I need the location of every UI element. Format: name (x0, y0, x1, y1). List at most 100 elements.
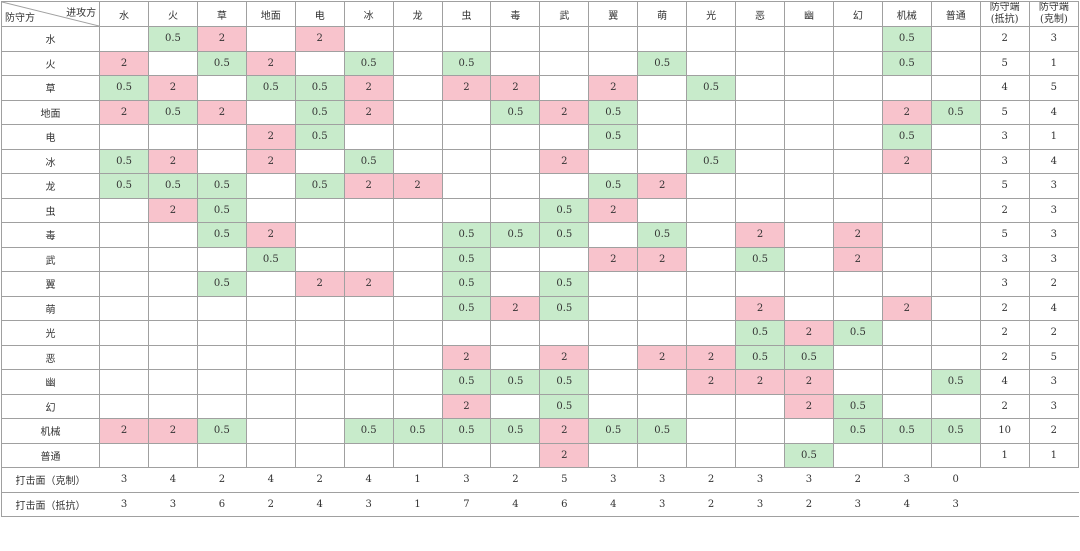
effectiveness-cell (686, 295, 737, 321)
effectiveness-cell (343, 393, 394, 419)
effectiveness-cell (245, 295, 296, 321)
effectiveness-cell (832, 75, 883, 101)
effectiveness-cell (588, 148, 639, 174)
effectiveness-cell (588, 344, 639, 370)
row-header: 翼 (0, 271, 101, 297)
effectiveness-cell: 0.5 (490, 418, 541, 444)
effectiveness-cell: 2 (343, 271, 394, 297)
effectiveness-cell (441, 124, 492, 150)
effectiveness-cell (148, 369, 198, 395)
coverage-count: 2 (686, 467, 736, 493)
coverage-count: 2 (197, 467, 247, 493)
effectiveness-cell (930, 197, 981, 223)
effectiveness-cell (881, 442, 932, 468)
effectiveness-cell (735, 50, 785, 76)
effectiveness-cell: 0.5 (490, 99, 541, 125)
effectiveness-cell (832, 26, 883, 52)
effectiveness-cell (637, 124, 688, 150)
defense-resist-count: 2 (979, 295, 1030, 321)
effectiveness-cell (783, 197, 834, 223)
effectiveness-cell (245, 197, 296, 223)
effectiveness-cell (294, 393, 345, 419)
effectiveness-cell (392, 26, 443, 52)
effectiveness-cell (881, 173, 932, 199)
effectiveness-cell (930, 26, 981, 52)
effectiveness-cell: 2 (148, 148, 198, 174)
effectiveness-cell: 2 (343, 173, 394, 199)
effectiveness-cell: 0.5 (686, 148, 737, 174)
effectiveness-cell: 0.5 (539, 393, 590, 419)
coverage-count: 3 (637, 467, 687, 493)
effectiveness-cell: 2 (99, 418, 149, 444)
effectiveness-cell: 0.5 (441, 222, 492, 248)
coverage-count: 3 (99, 491, 149, 517)
defense-weak-count: 3 (1028, 197, 1080, 223)
effectiveness-cell (637, 320, 688, 346)
row-header: 草 (0, 75, 101, 101)
table-row: 电 2 0.5 0.5 0.5 3 1 (0, 124, 1080, 150)
effectiveness-cell (783, 50, 834, 76)
defense-weak-count: 4 (1028, 295, 1080, 321)
effectiveness-cell (343, 295, 394, 321)
effectiveness-cell (392, 148, 443, 174)
defense-resist-count: 3 (979, 246, 1030, 272)
effectiveness-cell: 0.5 (783, 442, 834, 468)
column-header: 机械 (881, 1, 932, 27)
effectiveness-cell: 2 (783, 320, 834, 346)
effectiveness-cell (783, 148, 834, 174)
effectiveness-cell (832, 197, 883, 223)
effectiveness-cell: 2 (881, 295, 932, 321)
empty-cell (980, 491, 1030, 517)
defense-weak-count: 3 (1028, 369, 1080, 395)
effectiveness-cell: 0.5 (196, 50, 247, 76)
effectiveness-cell: 2 (539, 442, 590, 468)
effectiveness-cell (294, 222, 345, 248)
effectiveness-cell (686, 26, 737, 52)
effectiveness-cell (930, 222, 981, 248)
effectiveness-cell: 2 (735, 295, 785, 321)
effectiveness-cell (343, 222, 394, 248)
row-header: 电 (0, 124, 101, 150)
effectiveness-cell (930, 320, 981, 346)
effectiveness-cell (686, 50, 737, 76)
effectiveness-cell (392, 124, 443, 150)
effectiveness-cell (588, 442, 639, 468)
effectiveness-cell (99, 124, 149, 150)
effectiveness-cell (686, 197, 737, 223)
coverage-count: 2 (784, 491, 834, 517)
effectiveness-cell: 2 (196, 26, 247, 52)
table-row: 武 0.5 0.5 2 2 0.5 2 3 3 (0, 246, 1080, 272)
effectiveness-cell (637, 393, 688, 419)
effectiveness-cell (588, 26, 639, 52)
coverage-count: 0 (931, 467, 981, 493)
effectiveness-cell (783, 295, 834, 321)
effectiveness-cell (245, 26, 296, 52)
effectiveness-cell: 0.5 (196, 271, 247, 297)
footer-row: 打击面（克制） 3 4 2 4 2 4 1 3 2 5 3 3 2 3 3 2 3 0 (0, 467, 1079, 493)
empty-cell (1029, 491, 1079, 517)
effectiveness-cell (343, 197, 394, 223)
effectiveness-cell (196, 148, 247, 174)
defense-weak-count: 3 (1028, 393, 1080, 419)
effectiveness-cell (686, 320, 737, 346)
effectiveness-cell: 0.5 (686, 75, 737, 101)
effectiveness-cell: 0.5 (930, 369, 981, 395)
effectiveness-cell (99, 271, 149, 297)
defense-weak-count: 3 (1028, 173, 1080, 199)
effectiveness-cell: 0.5 (490, 222, 541, 248)
table-row: 冰 0.5 2 2 0.5 2 0.5 2 3 4 (0, 148, 1080, 174)
effectiveness-cell (686, 271, 737, 297)
row-header: 机械 (0, 418, 101, 444)
effectiveness-cell: 2 (294, 26, 345, 52)
coverage-count: 2 (686, 491, 736, 517)
defense-weak-count: 4 (1028, 99, 1080, 125)
defense-resist-count: 2 (979, 26, 1030, 52)
effectiveness-cell: 0.5 (832, 393, 883, 419)
effectiveness-cell (588, 320, 639, 346)
effectiveness-cell: 0.5 (441, 295, 492, 321)
effectiveness-cell (930, 344, 981, 370)
effectiveness-cell (735, 418, 785, 444)
effectiveness-cell (588, 271, 639, 297)
row-header: 萌 (0, 295, 101, 321)
effectiveness-cell: 2 (148, 418, 198, 444)
